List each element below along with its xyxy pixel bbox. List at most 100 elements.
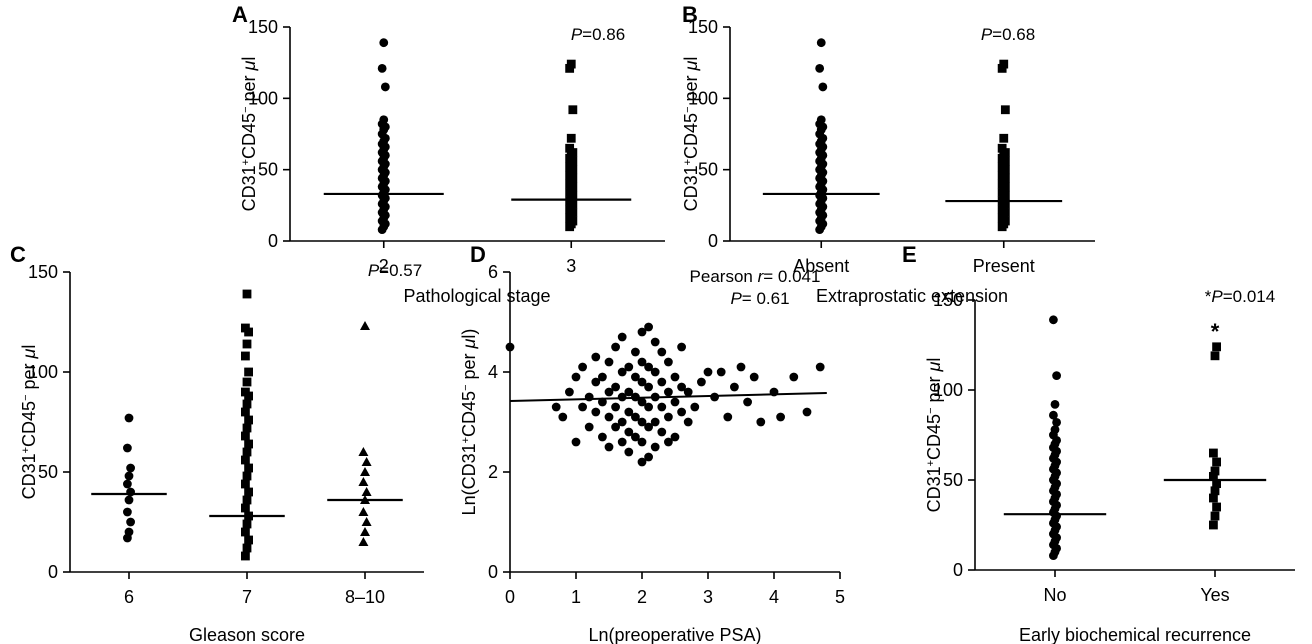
data-point (242, 471, 252, 481)
data-point (617, 367, 627, 377)
data-point (566, 59, 576, 69)
data-point (244, 439, 253, 449)
data-point (361, 517, 372, 526)
data-point (242, 495, 252, 505)
y-axis-title: CD31+CD45− per μl (924, 358, 944, 513)
data-point (816, 38, 826, 48)
data-point (749, 372, 759, 382)
data-point (703, 367, 713, 377)
data-point (604, 357, 614, 367)
x-axis-title: Early biochemical recurrence (1019, 625, 1251, 644)
y-tick-label: 0 (708, 231, 718, 251)
data-point (650, 367, 660, 377)
panel-e: E 0 50 100 150 CD31+CD45− per μl Early biochem… (902, 242, 1295, 644)
panel-b: B 0 50 100 150 CD31+CD45− per μl Extraprostati… (681, 2, 1095, 306)
data-point (670, 397, 680, 407)
data-point (664, 357, 673, 367)
data-point (637, 417, 647, 427)
data-point (571, 372, 581, 382)
data-point (631, 412, 640, 422)
x-tick-label: 1 (571, 587, 581, 607)
y-tick-label: 150 (933, 290, 963, 310)
data-point (361, 457, 372, 466)
data-point (568, 105, 578, 115)
data-point (664, 412, 673, 422)
data-point (815, 63, 825, 73)
data-point (1209, 520, 1218, 530)
data-point (624, 387, 634, 397)
data-point (598, 397, 607, 407)
data-point (578, 362, 587, 372)
data-point (802, 407, 812, 417)
data-point (584, 392, 594, 402)
y-axis-title: Ln(CD31+CD45− per μl) (459, 329, 479, 516)
y-tick-label: 50 (943, 470, 963, 490)
data-point (631, 347, 640, 357)
data-point (241, 323, 250, 333)
p-value-label: P= 0.61 (730, 289, 789, 308)
data-point (611, 382, 620, 392)
x-tick-label: 2 (637, 587, 647, 607)
data-point (637, 377, 647, 387)
data-point (566, 133, 576, 143)
data-point (242, 377, 252, 387)
y-axis-title: CD31+CD45− per μl (239, 57, 259, 212)
data-point (1210, 511, 1220, 521)
y-tick-label: 100 (933, 380, 963, 400)
x-tick-label: 4 (769, 587, 779, 607)
data-point (1209, 493, 1218, 503)
data-point (756, 417, 766, 427)
data-point (241, 551, 250, 561)
y-tick-label: 150 (28, 262, 58, 282)
data-point (244, 535, 253, 545)
regression-line (509, 392, 827, 402)
data-point (776, 412, 785, 422)
data-point (657, 347, 667, 357)
data-point (604, 442, 614, 452)
data-point (242, 423, 252, 433)
data-point (124, 413, 134, 423)
panel-label: A (232, 2, 248, 27)
data-point (358, 447, 369, 456)
x-tick-label: Present (973, 256, 1035, 276)
data-point (124, 527, 134, 537)
data-point (664, 437, 673, 447)
data-point (999, 133, 1009, 143)
data-point (126, 463, 135, 473)
data-point (241, 431, 250, 441)
data-point (242, 339, 252, 349)
data-point (677, 382, 686, 392)
data-point (361, 487, 372, 496)
panel-label: B (682, 2, 698, 27)
significance-star: * (1211, 319, 1220, 344)
data-point (242, 447, 252, 457)
panel-d: D 0 2 4 6 Ln(CD31+CD45− per μl) Ln(preoperativ… (459, 242, 845, 644)
data-point (644, 362, 653, 372)
data-point (124, 495, 134, 505)
data-point (683, 387, 693, 397)
data-point (637, 397, 647, 407)
data-point (1212, 502, 1221, 512)
data-point (358, 507, 369, 516)
data-point (650, 442, 660, 452)
data-point (124, 471, 134, 481)
p-value-label: P=0.57 (368, 261, 422, 280)
y-axis-title: CD31+CD45− per μl (19, 345, 39, 500)
data-point (244, 367, 253, 377)
data-point (565, 387, 574, 397)
data-point (1052, 371, 1061, 380)
data-point (637, 357, 647, 367)
x-tick-label: 7 (242, 587, 252, 607)
y-tick-label: 100 (688, 88, 718, 108)
p-value-label: P=0.68 (981, 25, 1035, 44)
x-tick-label: No (1043, 585, 1066, 605)
data-point (123, 479, 132, 489)
data-point (730, 382, 739, 392)
data-point (624, 407, 634, 417)
y-tick-label: 100 (28, 362, 58, 382)
y-tick-label: 50 (38, 462, 58, 482)
y-tick-label: 50 (698, 160, 718, 180)
p-value-label: *P=0.014 (1205, 287, 1275, 306)
data-point (644, 422, 653, 432)
y-tick-label: 2 (488, 462, 498, 482)
